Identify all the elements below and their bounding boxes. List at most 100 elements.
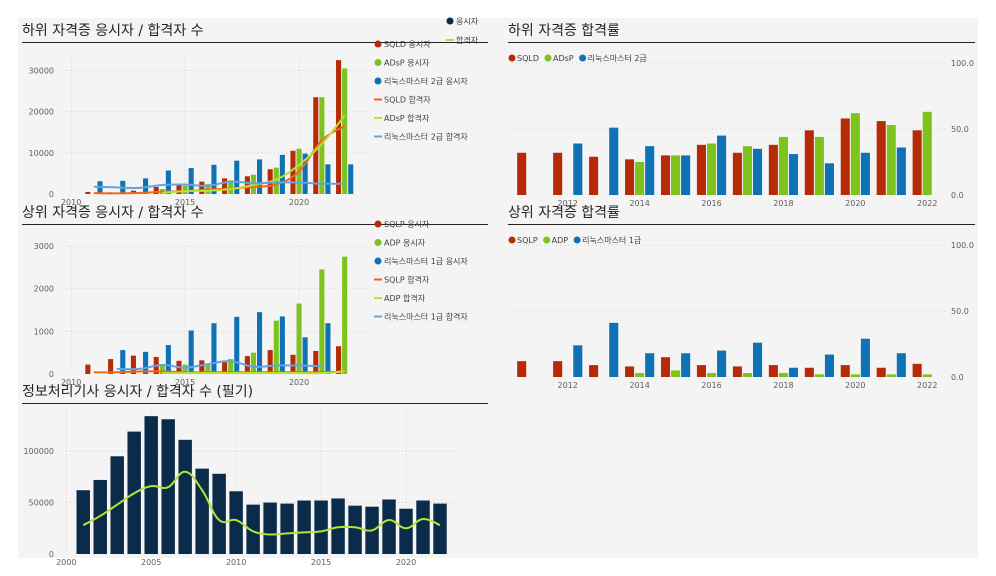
y-tick-label: 50000: [29, 499, 54, 508]
legend-label: 리눅스마스터 1급 합격자: [384, 312, 468, 322]
bar-리눅스마스터-2급: [681, 155, 691, 195]
x-tick-label: 2012: [558, 381, 578, 390]
bar-SQLP-응시자: [199, 360, 205, 374]
bar-ADsP: [671, 155, 681, 195]
bar-리눅스마스터-2급-응시자: [188, 168, 194, 194]
y-tick-label: 0: [49, 550, 54, 559]
legend-marker: [579, 54, 587, 62]
bar-리눅스마스터-2급: [645, 146, 655, 195]
bar-리눅스마스터-2급-응시자: [257, 159, 263, 194]
bar-SQLP-응시자: [313, 350, 319, 374]
bar-ADP: [742, 373, 753, 377]
x-tick-label: 2010: [61, 378, 81, 387]
legend-marker: [573, 236, 581, 244]
bar-SQLD: [840, 118, 850, 195]
y-tick-label: 2000: [34, 285, 54, 294]
bar-SQLD-응시자: [85, 191, 91, 194]
legend-label: 리눅스마스터 2급 합격자: [384, 132, 468, 142]
bar-리눅스마스터-2급-응시자: [211, 164, 217, 194]
bar-리눅스마스터-1급: [788, 367, 799, 377]
bar-ADP-응시자: [296, 303, 302, 374]
bar-SQLD: [768, 144, 778, 195]
bar-리눅스마스터-1급: [753, 342, 763, 377]
x-tick-label: 2022: [917, 199, 937, 208]
title-underline: [508, 224, 975, 225]
y-tick-label: 0.0: [951, 373, 964, 382]
dashboard: 하위 자격증 응시자 / 합격자 수 0 10000 20000 30000 2010 2…: [18, 17, 978, 567]
x-tick-label: 2016: [701, 199, 721, 208]
bar-ADP: [814, 374, 824, 377]
bar-리눅스마스터-1급: [609, 322, 619, 377]
bar-SQLP-응시자: [108, 359, 114, 374]
x-tick-label: 2020: [289, 378, 309, 387]
line-합격자: [82, 470, 441, 536]
bar-응시자: [280, 503, 294, 554]
x-tick-label: 2000: [56, 558, 76, 567]
bar-SQLD: [696, 144, 706, 195]
bar-SQLD: [589, 156, 599, 195]
bar-ADsP: [886, 125, 896, 195]
bar-ADsP: [778, 136, 788, 195]
bar-SQLD-응시자: [222, 178, 228, 194]
y-tick-label: 3000: [34, 242, 54, 251]
bar-SQLP-응시자: [336, 346, 342, 374]
bar-ADP-응시자: [228, 359, 234, 374]
bar-ADP: [778, 373, 788, 377]
bar-리눅스마스터-1급-응시자: [279, 316, 285, 374]
lower-cert-counts-panel: 하위 자격증 응시자 / 합격자 수 0 10000 20000 30000 2010 2…: [22, 20, 488, 207]
line-ADP-합격자: [162, 370, 345, 375]
bar-ADsP-응시자: [273, 167, 279, 194]
bar-SQLD: [660, 155, 671, 195]
chart-title: 하위 자격증 합격률: [508, 23, 620, 39]
legend-label: 리눅스마스터 2급 응시자: [384, 77, 468, 86]
bar-리눅스마스터-1급: [645, 353, 655, 377]
legend-label: SQLP 합격자: [384, 275, 430, 285]
bar-SQLD-응시자: [290, 150, 296, 194]
bar-ADP: [850, 374, 860, 377]
title-underline: [22, 403, 488, 404]
bar-ADsP-응시자: [342, 68, 348, 194]
y-tick-label: 20000: [29, 108, 54, 117]
bar-리눅스마스터-1급-응시자: [302, 337, 308, 374]
legend-label: SQLD 합격자: [384, 95, 431, 105]
bar-SQLD-응시자: [244, 176, 250, 194]
bar-ADP-응시자: [319, 269, 325, 374]
bar-응시자: [331, 498, 345, 554]
y-tick-label: 50.0: [951, 125, 969, 134]
bar-ADsP-응시자: [319, 97, 325, 194]
bar-리눅스마스터-1급-응시자: [257, 312, 263, 374]
legend-label: 리눅스마스터 1급 응시자: [384, 257, 468, 266]
y-tick-label: 100.0: [951, 59, 974, 68]
bar-리눅스마스터-2급: [753, 148, 763, 195]
x-tick-label: 2012: [558, 199, 578, 208]
x-tick-label: 2016: [701, 381, 721, 390]
bar-리눅스마스터-1급-응시자: [143, 351, 149, 374]
legend-label: ADsP 응시자: [384, 59, 430, 68]
legend-marker: [508, 236, 516, 244]
x-tick-label: 2018: [773, 381, 793, 390]
bar-리눅스마스터-1급-응시자: [120, 350, 126, 374]
bar-SQLP: [696, 365, 706, 377]
x-tick-label: 2020: [396, 558, 416, 567]
bar-SQLP-응시자: [130, 355, 136, 374]
lower-cert-rate-panel: 하위 자격증 합격률 0.0 50.0 100.0 2012 2014 2016 2018 2…: [508, 20, 975, 208]
bar-SQLP: [517, 361, 527, 377]
bar-ADsP-응시자: [228, 180, 234, 194]
bar-응시자: [297, 500, 311, 554]
bar-ADP-응시자: [273, 320, 279, 374]
bar-SQLP: [876, 367, 886, 377]
bar-SQLP: [768, 365, 778, 377]
upper-cert-rate-panel: 상위 자격증 합격률 0.0 50.0 100.0 2012 2014 2016 2018 2…: [508, 202, 975, 390]
bar-리눅스마스터-1급: [681, 353, 691, 377]
bar-리눅스마스터-1급: [896, 353, 906, 377]
bar-리눅스마스터-2급: [788, 154, 799, 195]
bar-SQLD: [732, 152, 742, 195]
bar-SQLP: [804, 367, 814, 377]
title-underline: [22, 224, 488, 225]
bar-SQLD: [912, 130, 922, 195]
bar-ADP: [671, 370, 681, 377]
lower-cert-counts-chart: 0 10000 20000 30000 2010 2015 2020 SQLD 응시자 ADsP…: [29, 40, 469, 207]
y-tick-label: 100000: [23, 447, 54, 456]
bar-리눅스마스터-2급: [717, 135, 727, 195]
bar-SQLP-응시자: [222, 361, 228, 374]
